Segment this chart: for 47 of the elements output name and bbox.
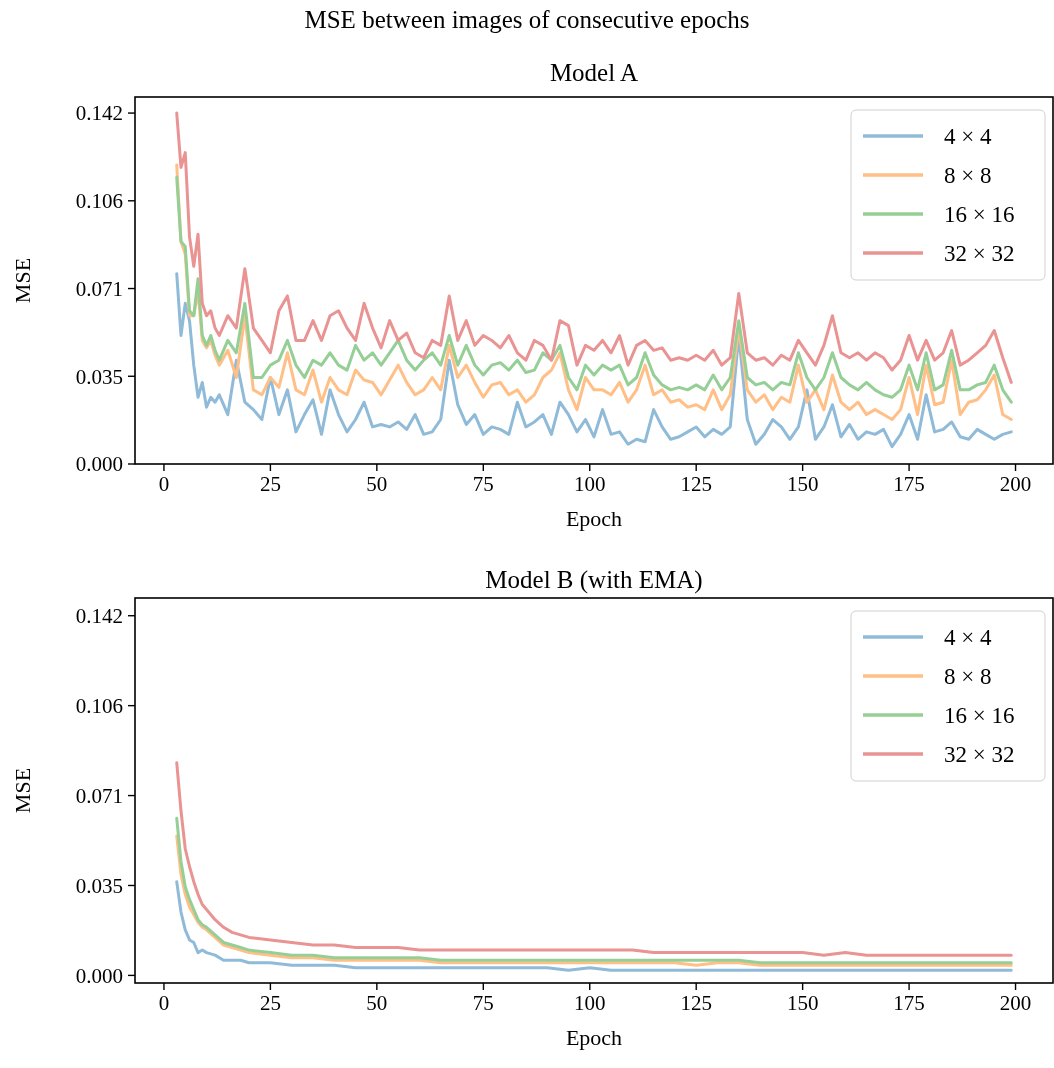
x-tick-label: 100 xyxy=(573,472,606,496)
x-tick-label: 125 xyxy=(680,472,712,496)
legend-label: 16 × 16 xyxy=(944,703,1015,729)
y-tick-label: 0.035 xyxy=(75,873,123,898)
line-series xyxy=(175,761,1013,957)
chart-title: MSE between images of consecutive epochs xyxy=(304,6,750,33)
y-tick-label: 0.071 xyxy=(75,783,123,808)
x-tick-label: 100 xyxy=(573,991,606,1015)
y-tick-label: 0.035 xyxy=(75,364,123,389)
x-tick-label: 0 xyxy=(158,472,170,496)
x-tick-label: 50 xyxy=(366,991,388,1015)
x-axis-title: Epoch xyxy=(565,506,623,531)
y-tick-label: 0.000 xyxy=(75,963,123,988)
y-tick-label: 0.106 xyxy=(75,694,123,718)
x-tick-label: 200 xyxy=(999,472,1032,496)
line-series xyxy=(175,272,1013,449)
chart-subtitle: Model A xyxy=(549,59,639,86)
y-tick-label: 0.142 xyxy=(75,101,123,126)
line-series xyxy=(175,111,1013,384)
x-tick-label: 25 xyxy=(259,472,281,496)
x-tick-label: 125 xyxy=(680,991,712,1015)
legend-label: 16 × 16 xyxy=(944,202,1015,228)
y-tick-label: 0.106 xyxy=(75,189,123,214)
legend-label: 4 × 4 xyxy=(944,625,992,651)
legend-label: 32 × 32 xyxy=(944,742,1015,768)
line-series xyxy=(175,880,1013,972)
y-tick-label: 0.142 xyxy=(75,604,123,629)
legend-label: 4 × 4 xyxy=(944,124,992,150)
x-tick-label: 175 xyxy=(893,991,925,1015)
x-tick-label: 150 xyxy=(786,472,819,496)
x-tick-label: 175 xyxy=(893,472,925,496)
y-axis-title: MSE xyxy=(10,767,35,814)
chart-title: Model B (with EMA) xyxy=(485,566,703,594)
x-tick-label: 200 xyxy=(999,991,1032,1015)
legend-label: 8 × 8 xyxy=(944,664,992,690)
x-tick-label: 75 xyxy=(472,991,494,1015)
x-tick-label: 75 xyxy=(472,472,494,496)
x-axis-title: Epoch xyxy=(565,1025,623,1050)
x-tick-label: 25 xyxy=(259,991,281,1015)
y-tick-label: 0.071 xyxy=(75,276,123,301)
x-tick-label: 50 xyxy=(366,472,388,496)
x-tick-label: 150 xyxy=(786,991,819,1015)
x-tick-label: 0 xyxy=(158,991,170,1015)
y-tick-label: 0.000 xyxy=(75,452,123,477)
y-axis-title: MSE xyxy=(10,257,35,304)
legend-label: 8 × 8 xyxy=(944,163,992,189)
legend-label: 32 × 32 xyxy=(944,241,1015,267)
